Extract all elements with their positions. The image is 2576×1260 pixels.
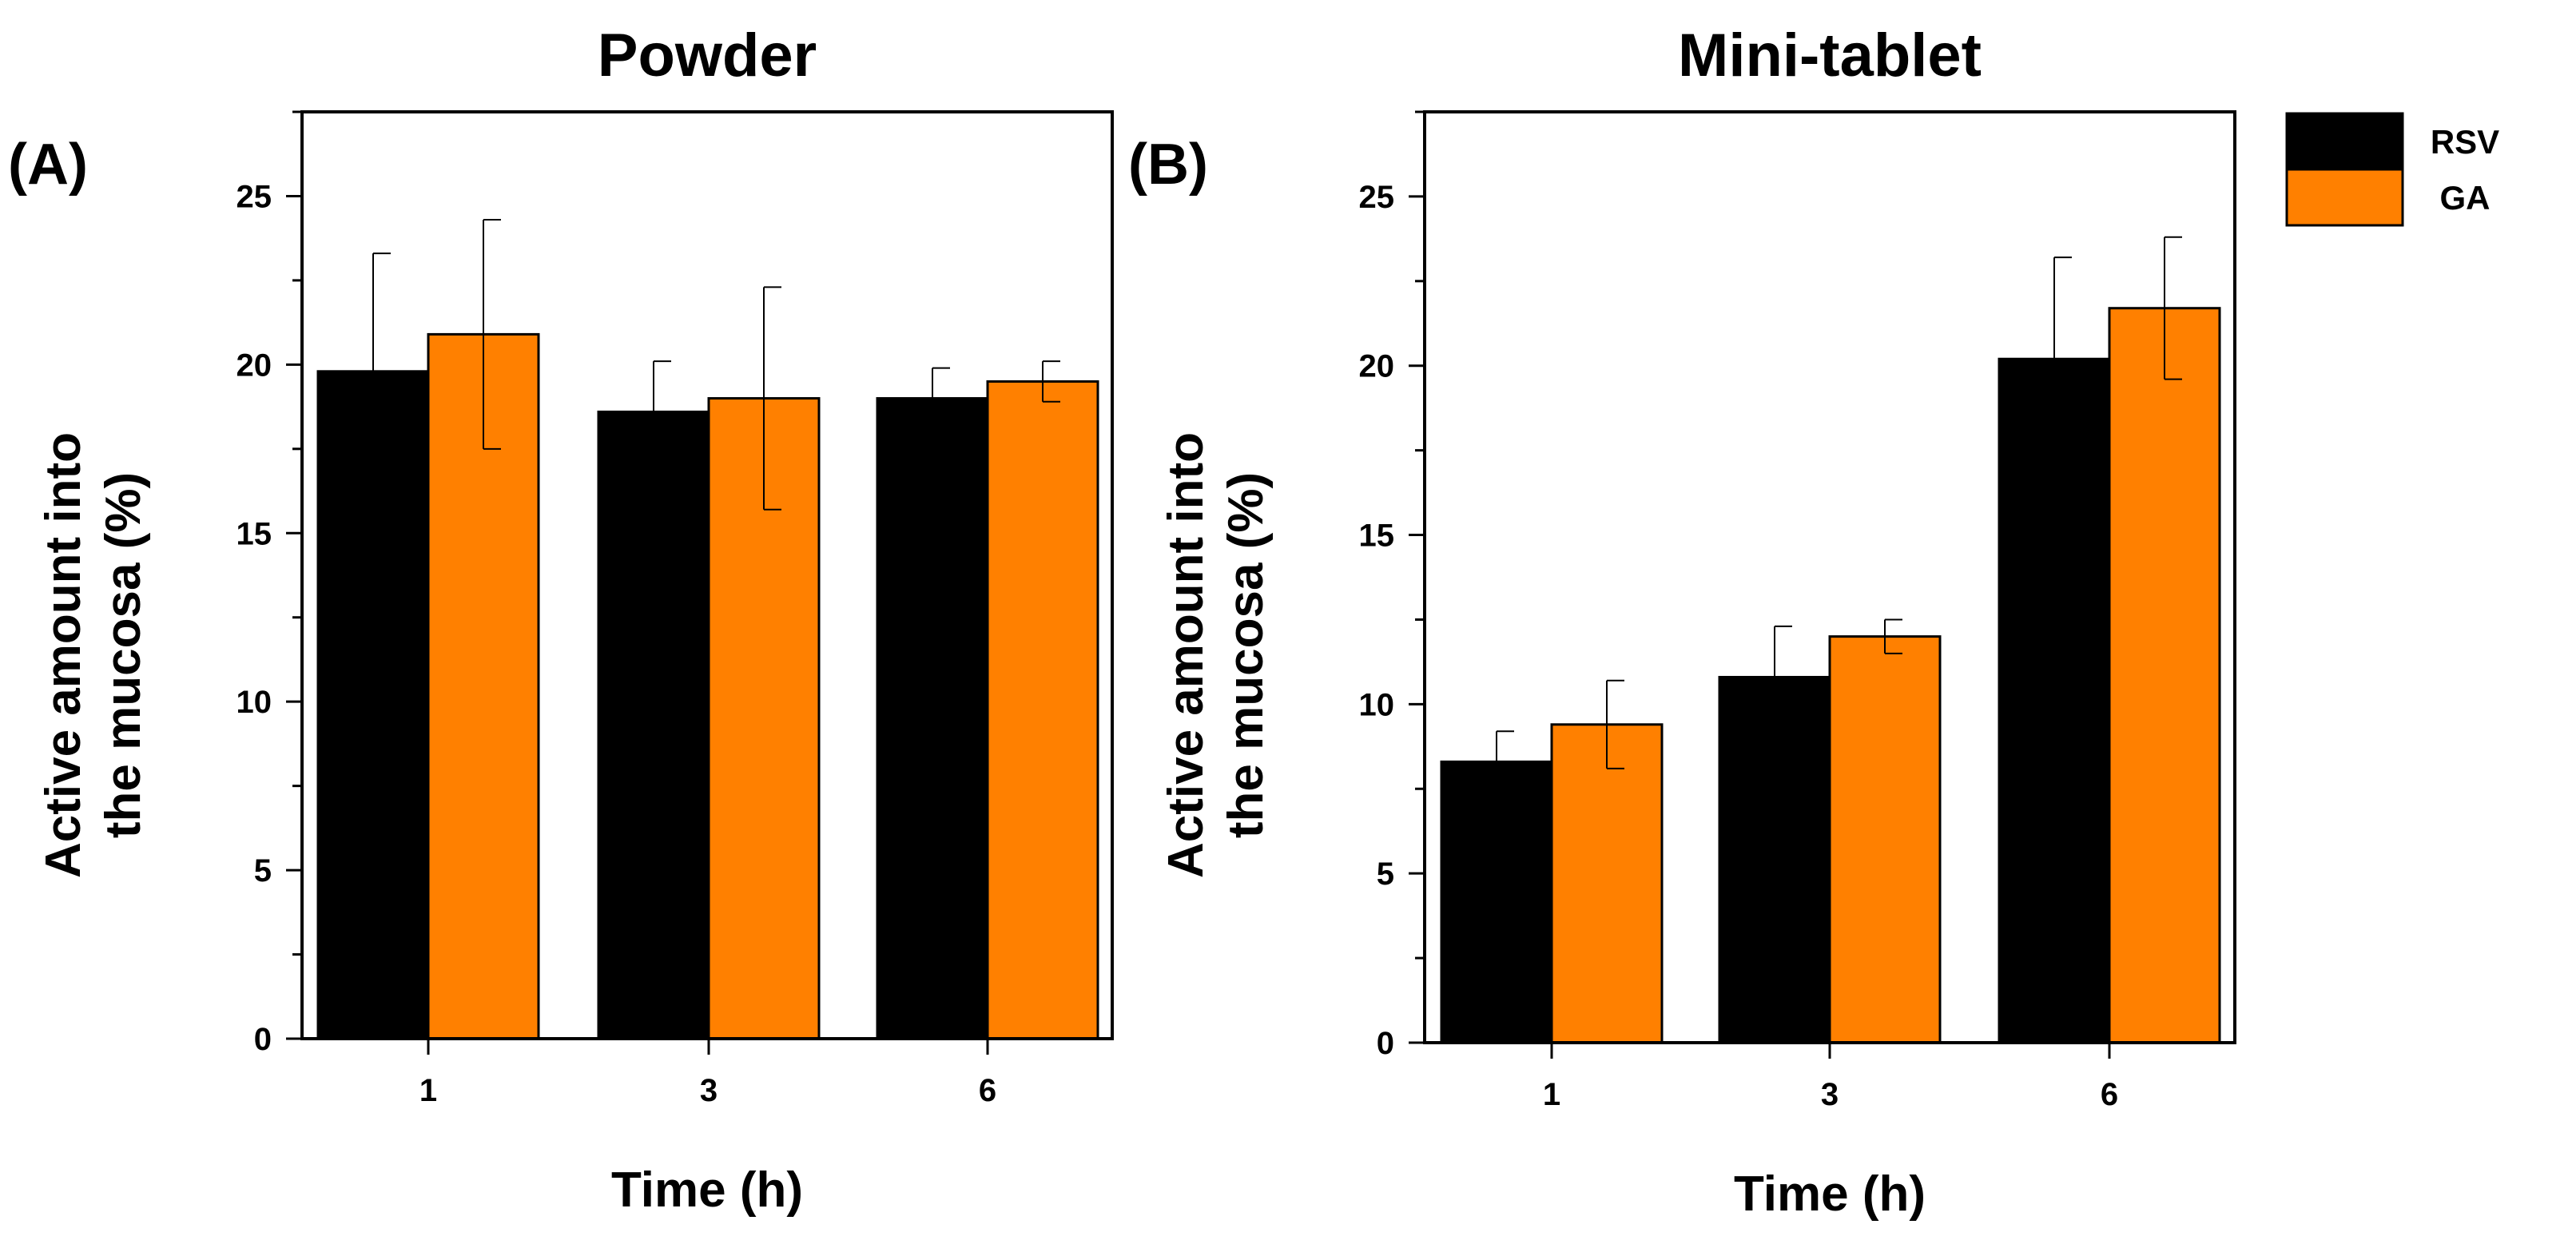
panel-b-label: (B) [1128, 133, 1208, 197]
xtick-label-a-1: 1 [419, 1073, 437, 1108]
xtick-label-a-6: 6 [979, 1073, 996, 1108]
ytick-label-b-25: 25 [1359, 180, 1395, 215]
bar-b-ga-1 [1550, 723, 1664, 1044]
ytick-label-b-10: 10 [1359, 687, 1395, 722]
bar-a-ga-6 [986, 380, 1099, 1040]
panel-b: Mini-tablet (B) Active amount into the m… [1128, 22, 2236, 1222]
bar-a-rsv-6 [876, 397, 989, 1040]
ytick-label-b-20: 20 [1359, 349, 1395, 384]
xtick-label-b-3: 3 [1821, 1077, 1839, 1112]
ytick-label-a-15: 15 [237, 516, 272, 551]
ytick-label-a-20: 20 [237, 348, 272, 383]
ytick-label-a-0: 0 [254, 1022, 272, 1057]
ytick-label-a-5: 5 [254, 853, 272, 888]
bar-b-ga-6 [2108, 307, 2221, 1044]
panel-a-xlabel: Time (h) [611, 1163, 803, 1218]
legend-swatch-ga [2285, 168, 2404, 227]
panel-b-ylabel-line1: Active amount into [1159, 432, 1214, 878]
panel-b-plot: 0 5 10 15 20 25 1 3 6 [1359, 110, 2236, 1112]
ytick-label-b-5: 5 [1377, 857, 1394, 892]
panel-b-title: Mini-tablet [1678, 22, 1982, 89]
bar-b-rsv-6 [1998, 357, 2111, 1044]
bar-b-rsv-1 [1440, 760, 1553, 1044]
ytick-label-b-0: 0 [1377, 1026, 1394, 1061]
ytick-label-a-10: 10 [237, 685, 272, 720]
xtick-label-b-6: 6 [2101, 1077, 2118, 1112]
ytick-label-b-15: 15 [1359, 519, 1395, 554]
bar-b-ga-3 [1828, 635, 1942, 1044]
axes-frame-a [300, 110, 1114, 1040]
panel-a-ylabel-line1: Active amount into [36, 432, 91, 878]
panel-a-plot: 0 5 10 15 20 25 1 3 6 [237, 110, 1114, 1108]
panel-a-ylabel-line2: the mucosa (%) [96, 472, 151, 838]
bar-b-rsv-3 [1718, 675, 1831, 1044]
panel-a-title: Powder [598, 22, 817, 89]
panel-b-xlabel: Time (h) [1734, 1167, 1926, 1222]
legend-label-rsv: RSV [2431, 123, 2499, 161]
legend-label-ga: GA [2440, 179, 2491, 217]
panel-a: Powder (A) Active amount into the mucosa… [8, 22, 1114, 1218]
panel-b-ylabel-line2: the mucosa (%) [1218, 472, 1274, 838]
xtick-label-a-3: 3 [700, 1073, 718, 1108]
ytick-label-a-25: 25 [237, 179, 272, 214]
xtick-label-b-1: 1 [1543, 1077, 1560, 1112]
bar-a-rsv-3 [597, 410, 710, 1040]
panel-a-label: (A) [8, 133, 88, 197]
legend: RSV GA [2285, 112, 2499, 227]
legend-swatch-rsv [2285, 112, 2404, 171]
